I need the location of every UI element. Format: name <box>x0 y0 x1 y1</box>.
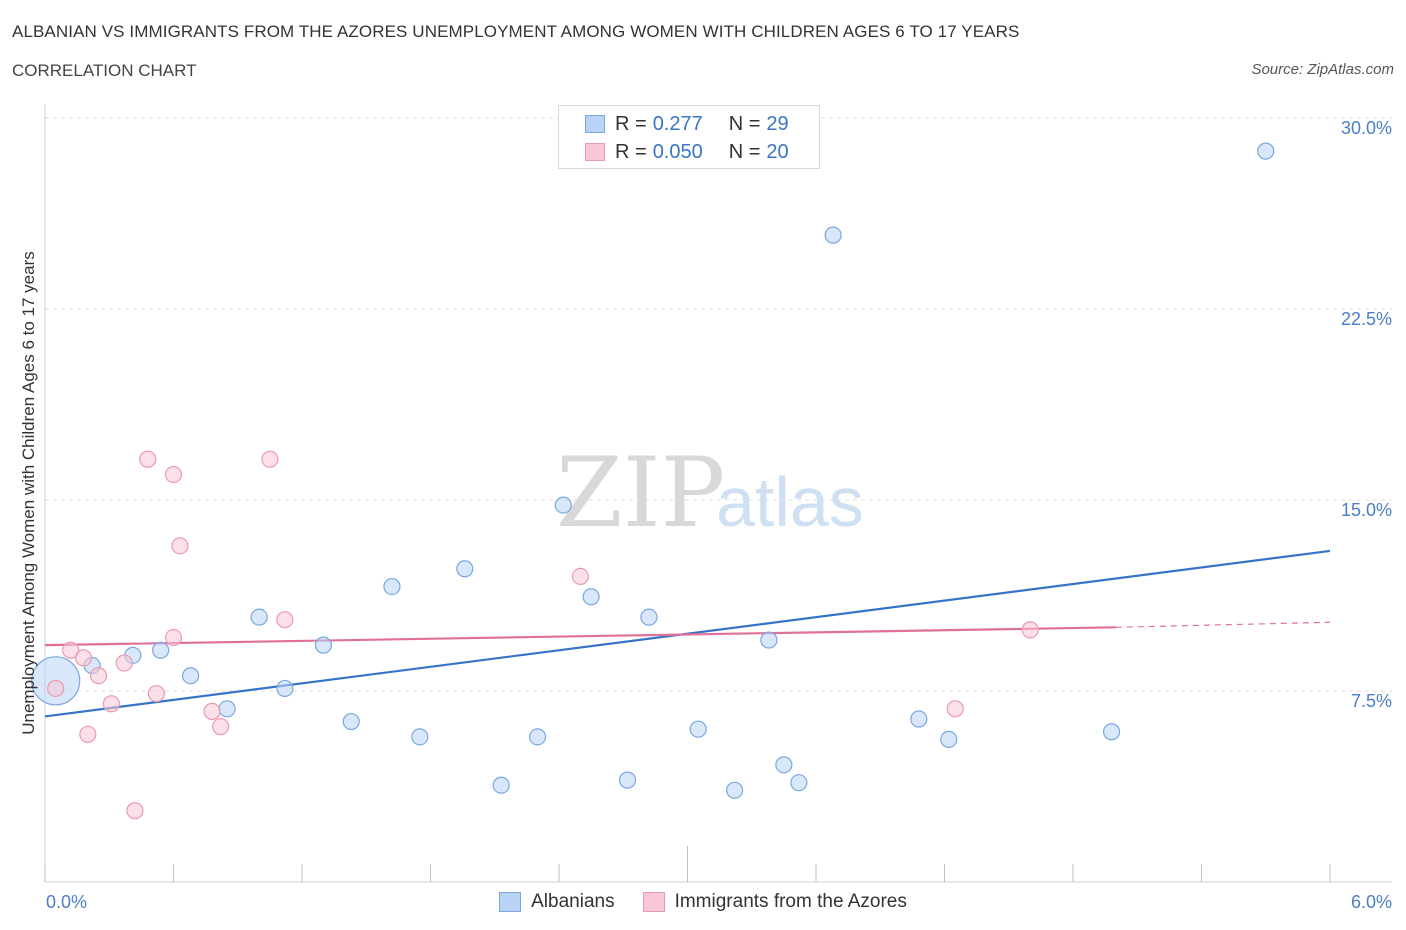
legend-label-albanians: Albanians <box>531 891 615 912</box>
trend-line-azores-extension <box>1115 621 1331 628</box>
data-point-azores <box>164 465 183 484</box>
data-point-albanians <box>790 774 808 792</box>
data-point-azores <box>62 641 80 659</box>
legend-row-albanians: R = 0.277 N = 29 <box>585 112 789 136</box>
trend-lines <box>44 549 1331 718</box>
data-point-azores <box>171 537 189 555</box>
data-point-albanians <box>276 679 294 698</box>
data-point-albanians <box>910 710 928 728</box>
data-point-albanians <box>182 667 200 685</box>
data-point-albanians <box>342 712 360 731</box>
data-point-albanians <box>528 728 547 746</box>
data-point-albanians <box>1102 723 1121 741</box>
data-point-albanians <box>554 496 572 514</box>
data-point-azores <box>946 700 964 718</box>
data-point-albanians <box>824 226 842 244</box>
legend-n-label: N = <box>728 140 761 163</box>
data-point-albanians <box>775 756 793 774</box>
data-point-albanians <box>1257 142 1275 160</box>
axes <box>44 104 1392 883</box>
data-point-albanians <box>689 720 707 738</box>
legend-swatch-albanians <box>585 115 605 133</box>
data-point-azores <box>276 611 294 629</box>
data-point-albanians <box>411 728 429 746</box>
watermark-zip: ZIP <box>556 437 725 549</box>
chart-subtitle: CORRELATION CHART <box>12 61 197 80</box>
data-point-albanians <box>218 700 236 718</box>
y-tick-label: 7.5% <box>1351 691 1392 711</box>
legend-r-label: R = <box>615 112 647 135</box>
data-point-azores <box>102 695 120 713</box>
trend-line-azores <box>44 626 1116 647</box>
data-point-albanians <box>383 577 401 596</box>
data-point-albanians <box>618 771 637 789</box>
legend-item-azores[interactable]: Immigrants from the Azores <box>642 891 907 913</box>
data-point-azores <box>203 702 221 720</box>
data-point-azores <box>139 450 157 468</box>
legend-item-albanians[interactable]: Albanians <box>499 891 615 913</box>
watermark-atlas: atlas <box>716 463 864 541</box>
data-point-albanians <box>582 588 600 606</box>
data-point-azores <box>126 802 144 820</box>
legend-r-label: R = <box>615 140 647 163</box>
data-point-albanians <box>456 560 474 578</box>
data-point-azores <box>47 679 65 698</box>
data-point-albanians <box>760 631 778 649</box>
data-point-albanians <box>492 776 510 794</box>
legend-swatch-albanians <box>499 892 522 912</box>
x-tick-label: 0.0% <box>46 892 87 912</box>
data-points <box>31 142 1275 820</box>
legend-n-label: N = <box>728 112 761 135</box>
data-point-albanians <box>940 730 958 748</box>
data-point-albanians <box>314 636 333 654</box>
legend-r-value-albanians: 0.277 <box>652 112 703 135</box>
data-point-azores <box>74 649 93 667</box>
data-point-azores <box>79 725 97 743</box>
grid-lines <box>45 117 1392 692</box>
data-point-albanians <box>640 608 658 626</box>
legend-row-azores: R = 0.050 N = 20 <box>585 140 789 164</box>
legend-label-azores: Immigrants from the Azores <box>674 891 907 912</box>
data-point-azores <box>212 718 230 736</box>
legend-n-value-albanians: 29 <box>766 112 789 135</box>
legend-swatch-azores <box>585 143 605 161</box>
data-point-azores <box>1021 621 1039 639</box>
y-tick-label: 30.0% <box>1341 118 1392 138</box>
legend-r-value-azores: 0.050 <box>652 140 703 163</box>
data-point-albanians <box>152 641 170 659</box>
legend-n-value-azores: 20 <box>766 140 789 163</box>
data-point-albanians <box>250 608 268 626</box>
tick-labels: 7.5% 15.0% 22.5% 30.0% 0.0% 6.0% <box>46 118 1392 912</box>
source-label: Source: ZipAtlas.com <box>1251 61 1394 78</box>
data-point-azores <box>115 654 133 672</box>
stats-legend: R = 0.277 N = 29 R = 0.050 N = 20 <box>558 105 820 169</box>
data-point-azores <box>261 450 279 468</box>
data-point-azores <box>147 684 165 703</box>
y-tick-label: 15.0% <box>1341 500 1392 520</box>
data-point-azores <box>571 567 590 586</box>
data-point-azores <box>89 667 108 685</box>
series-legend: Albanians Immigrants from the Azores <box>0 890 1406 914</box>
chart-title: ALBANIAN VS IMMIGRANTS FROM THE AZORES U… <box>12 22 1020 41</box>
x-tick-label: 6.0% <box>1351 892 1392 912</box>
data-point-azores <box>164 628 183 647</box>
legend-swatch-azores <box>642 892 665 912</box>
y-axis-title: Unemployment Among Women with Children A… <box>19 251 38 735</box>
data-point-albanians <box>726 781 744 799</box>
y-tick-label: 22.5% <box>1341 309 1392 329</box>
